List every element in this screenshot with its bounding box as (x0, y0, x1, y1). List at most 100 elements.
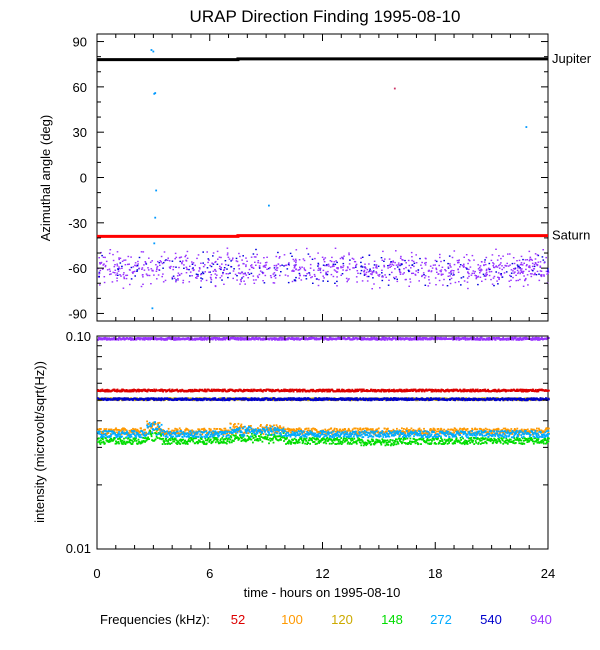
series-point (453, 441, 455, 444)
series-point (469, 438, 472, 440)
series-point (197, 428, 200, 431)
series-point (130, 443, 133, 445)
series-point (114, 436, 116, 439)
series-point (484, 437, 487, 440)
series-point (229, 435, 232, 437)
series-point (452, 388, 455, 391)
series-point (268, 442, 270, 445)
series-point (370, 388, 373, 391)
azimuth-point (401, 263, 403, 265)
series-point (482, 442, 485, 444)
series-point (335, 443, 338, 445)
series-point (103, 436, 105, 438)
azimuth-point (200, 262, 202, 264)
series-point (155, 388, 157, 391)
series-point (179, 443, 182, 445)
series-point (164, 399, 166, 401)
series-point (319, 388, 321, 391)
series-point (325, 438, 328, 440)
series-point (126, 389, 129, 392)
series-point (406, 388, 409, 391)
azimuth-point (124, 264, 127, 266)
azimuth-point (159, 260, 162, 262)
series-point (104, 390, 106, 393)
azimuth-point (539, 266, 542, 268)
series-point (442, 389, 444, 391)
azimuth-point (287, 263, 290, 265)
azimuth-point (435, 284, 437, 286)
azimuth-point (400, 255, 402, 258)
series-point (299, 390, 301, 393)
series-point (516, 437, 519, 440)
series-point (399, 439, 401, 442)
intensity-panel: 0.100.01 0 6 12 18 24 intensity (microvolt/s… (32, 329, 555, 600)
azimuth-point (505, 265, 507, 267)
series-point (410, 443, 412, 445)
azimuth-point (375, 264, 378, 266)
series-point (237, 439, 240, 441)
series-point (374, 429, 377, 432)
azimuth-point (435, 260, 438, 263)
azimuth-point (298, 277, 300, 279)
azimuth-point (295, 260, 297, 262)
series-point (129, 436, 131, 439)
series-point (422, 432, 424, 435)
series-point (476, 388, 479, 391)
azimuth-point (497, 272, 500, 274)
azimuth-point (267, 267, 270, 270)
series-point (263, 436, 265, 439)
series-point (166, 430, 168, 433)
series-point (374, 389, 377, 392)
azimuth-point (285, 264, 288, 266)
series-point (209, 438, 212, 441)
reference-line-saturn (97, 234, 548, 238)
series-point (100, 431, 103, 433)
azimuth-point (156, 278, 158, 280)
azimuth-point (495, 265, 498, 267)
series-point (178, 442, 181, 445)
series-point (141, 399, 144, 401)
series-272 (97, 421, 550, 439)
series-point (188, 437, 191, 439)
series-point (293, 437, 296, 440)
azimuth-point (99, 262, 101, 264)
azimuth-point (179, 256, 181, 259)
azimuth-point (342, 265, 345, 267)
series-point (135, 440, 138, 442)
series-point (121, 439, 124, 442)
series-point (414, 388, 417, 391)
series-point (481, 389, 484, 391)
series-point (400, 437, 403, 440)
azimuth-point (495, 248, 497, 250)
series-point (132, 390, 135, 393)
series-point (176, 428, 179, 431)
series-point (393, 441, 395, 444)
series-point (116, 390, 118, 393)
series-point (349, 442, 352, 444)
series-point (100, 433, 103, 436)
series-point (207, 388, 210, 391)
series-point (226, 438, 229, 441)
azimuth-point (250, 265, 252, 267)
series-point (123, 427, 125, 430)
series-point (464, 441, 467, 444)
series-point (144, 441, 146, 443)
azimuth-point (537, 261, 540, 263)
series-point (383, 441, 385, 444)
series-point (242, 390, 245, 392)
series-point (172, 435, 175, 438)
series-point (383, 390, 386, 393)
series-point (402, 430, 404, 432)
series-point (149, 424, 152, 426)
azimuth-point (468, 275, 470, 278)
series-point (485, 431, 488, 434)
series-point (542, 439, 544, 442)
azimuth-point (200, 273, 202, 276)
azimuth-point (189, 271, 192, 273)
series-point (505, 428, 508, 431)
series-point (300, 438, 302, 440)
series-point (234, 390, 237, 392)
series-point (435, 433, 437, 436)
azimuth-point (410, 267, 412, 269)
series-point (458, 428, 461, 431)
